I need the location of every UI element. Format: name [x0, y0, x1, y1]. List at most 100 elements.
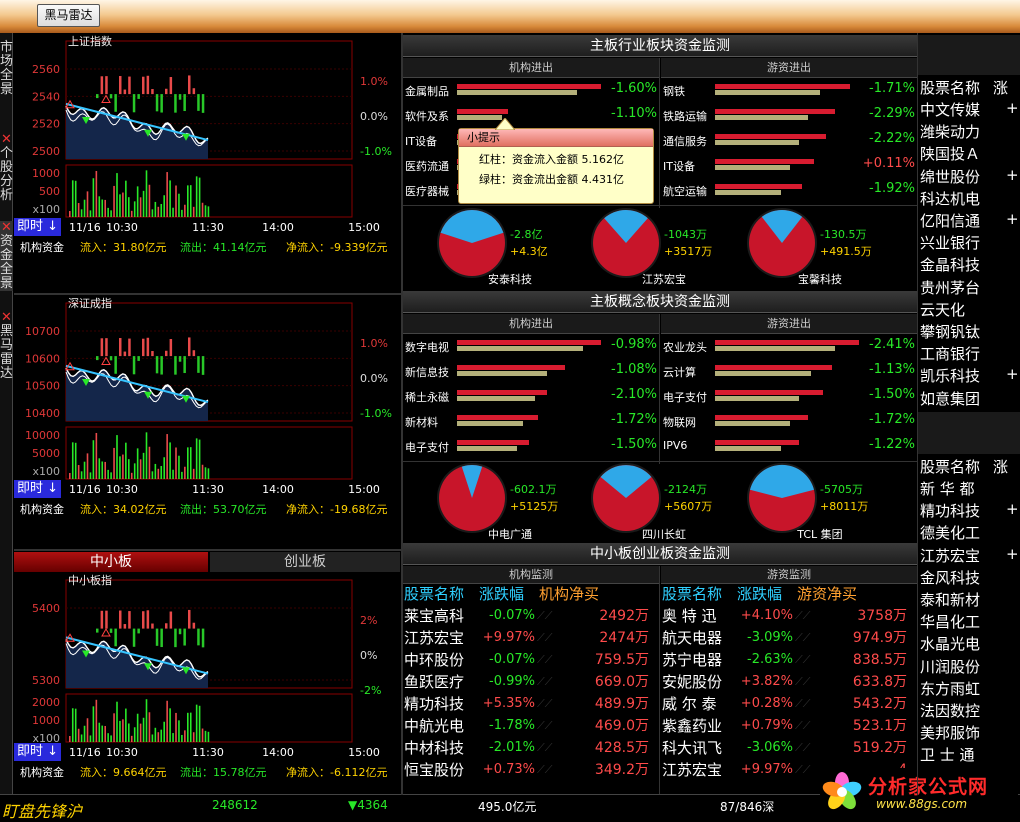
pie-stock-name[interactable]: TCL 集团: [796, 527, 842, 541]
column-header[interactable]: 股票名称: [920, 458, 981, 476]
stock-name[interactable]: 卫 士 通: [920, 746, 975, 765]
stock-name[interactable]: 江苏宏宝: [404, 629, 465, 647]
sector-name[interactable]: 金属制品: [405, 85, 449, 98]
close-icon[interactable]: ✕: [1, 310, 12, 325]
pie-stock-name[interactable]: 四川长虹: [642, 528, 686, 541]
sector-name[interactable]: 电子支付: [663, 391, 707, 404]
pie-stock-name[interactable]: 宝馨科技: [798, 272, 842, 286]
sector-name[interactable]: 数字电视: [405, 341, 449, 354]
column-header[interactable]: 涨跌幅: [479, 585, 525, 603]
close-icon[interactable]: ✕: [1, 220, 12, 235]
stock-name[interactable]: 江苏宏宝: [662, 761, 723, 779]
side-tab-black-horse-radar[interactable]: ✕黑马雷达: [0, 311, 13, 381]
stock-name[interactable]: 江苏宏宝: [920, 546, 981, 565]
stock-name[interactable]: 绵世股份: [920, 167, 981, 186]
stock-change-pct: -0.07%: [489, 608, 535, 623]
stock-name[interactable]: 德美化工: [920, 524, 981, 543]
stock-name[interactable]: 科大讯飞: [662, 739, 723, 757]
stock-name[interactable]: 航天电器: [662, 629, 723, 647]
stock-name[interactable]: 中环股份: [404, 651, 465, 669]
sector-name[interactable]: IT设备: [405, 135, 437, 148]
black-horse-radar-button[interactable]: 黑马雷达: [37, 4, 100, 27]
stock-name[interactable]: 紫鑫药业: [662, 717, 723, 735]
stock-name[interactable]: 贵州茅台: [920, 278, 981, 297]
column-header[interactable]: 股票名称: [920, 79, 981, 97]
sector-name[interactable]: 稀土永磁: [405, 391, 449, 404]
stock-name[interactable]: 法因数控: [920, 702, 981, 720]
stock-name[interactable]: 精功科技: [404, 695, 465, 713]
stock-name[interactable]: 水晶光电: [920, 635, 981, 654]
sector-name[interactable]: 物联网: [663, 416, 696, 429]
volume-bar: [89, 210, 92, 217]
sector-name[interactable]: 农业龙头: [663, 341, 707, 354]
pie-stock-name[interactable]: 中电广通: [488, 528, 532, 541]
sector-name[interactable]: 软件及系: [405, 110, 449, 123]
stock-name[interactable]: 泰和新材: [920, 591, 981, 609]
stock-name[interactable]: 奥 特 迅: [662, 607, 717, 625]
column-header[interactable]: 涨: [993, 458, 1009, 476]
sector-name[interactable]: IPV6: [663, 439, 688, 452]
sector-name[interactable]: 云计算: [663, 366, 696, 379]
stock-name[interactable]: 苏宁电器: [662, 651, 723, 669]
side-tab-stock-analysis[interactable]: ✕个股分析: [0, 133, 13, 203]
sector-flow-bars: [715, 84, 865, 98]
sector-name[interactable]: 通信服务: [663, 135, 707, 148]
stock-name[interactable]: 美邦服饰: [920, 724, 981, 743]
stock-name[interactable]: 川润股份: [920, 657, 981, 676]
stock-name[interactable]: 陕国投Ａ: [920, 145, 981, 164]
realtime-button[interactable]: 即时 ↓: [14, 218, 62, 236]
sector-name[interactable]: 铁路运输: [663, 110, 707, 123]
stock-name[interactable]: 中材科技: [404, 739, 465, 757]
sector-name[interactable]: 航空运输: [663, 185, 707, 198]
stock-name[interactable]: 恒宝股份: [404, 761, 465, 779]
stock-name[interactable]: 云天化: [920, 300, 966, 319]
stock-name[interactable]: 科达机电: [920, 189, 981, 208]
stock-name[interactable]: 兴业银行: [920, 234, 981, 253]
volume-bar: [69, 473, 71, 479]
stock-name[interactable]: 如意集团: [920, 389, 981, 408]
sector-name[interactable]: 新信息技: [405, 366, 449, 379]
tab-sme-board[interactable]: 中小板: [14, 552, 208, 572]
stock-name[interactable]: 鱼跃医疗: [404, 673, 465, 691]
stock-name[interactable]: 金风科技: [920, 568, 981, 587]
column-header[interactable]: 涨跌幅: [737, 585, 783, 603]
stock-name[interactable]: 安妮股份: [662, 673, 723, 691]
stock-name[interactable]: 亿阳信通: [920, 212, 981, 230]
stock-name[interactable]: 精功科技: [920, 502, 981, 521]
side-tab-market-overview[interactable]: 市场全景: [0, 40, 14, 97]
column-header[interactable]: 股票名称: [404, 585, 465, 603]
column-header[interactable]: 股票名称: [662, 585, 723, 603]
stock-name[interactable]: 莱宝高科: [404, 607, 465, 625]
stock-name[interactable]: 工商银行: [920, 345, 981, 364]
sector-name[interactable]: 医药流通: [405, 160, 449, 173]
pie-stock-name[interactable]: 安泰科技: [488, 272, 532, 286]
stock-name[interactable]: 攀钢钒钛: [920, 323, 981, 341]
stock-name[interactable]: 中文传媒: [920, 101, 981, 119]
sector-name[interactable]: 电子支付: [405, 441, 449, 454]
sector-name[interactable]: 新材料: [405, 416, 438, 429]
side-tab-fund-overview[interactable]: ✕资金全景: [0, 221, 13, 291]
tab-chinext-board[interactable]: 创业板: [210, 552, 400, 572]
volume-bar: [181, 734, 183, 742]
sector-name[interactable]: 钢铁: [663, 85, 685, 98]
column-header[interactable]: 机构净买: [539, 585, 600, 603]
sector-name[interactable]: IT设备: [663, 160, 695, 173]
stock-name[interactable]: 华昌化工: [920, 613, 981, 632]
column-header[interactable]: 游资净买: [797, 585, 858, 603]
realtime-button[interactable]: 即时 ↓: [14, 743, 62, 761]
stock-name[interactable]: 凯乐科技: [920, 367, 981, 386]
stock-name[interactable]: 东方雨虹: [920, 679, 981, 698]
sector-change-pct: -1.72%: [869, 412, 915, 427]
stock-name[interactable]: 中航光电: [404, 717, 465, 735]
stock-name[interactable]: 金晶科技: [920, 256, 981, 275]
sector-name[interactable]: 医疗器械: [405, 185, 449, 198]
close-icon[interactable]: ✕: [1, 132, 12, 147]
stock-name[interactable]: 潍柴动力: [920, 123, 981, 142]
stock-name[interactable]: 威 尔 泰: [662, 695, 717, 713]
pie-stock-name[interactable]: 江苏宏宝: [642, 272, 686, 286]
realtime-button[interactable]: 即时 ↓: [14, 480, 62, 498]
volume-bar: [69, 211, 71, 217]
stock-name[interactable]: 新 华 都: [920, 480, 975, 498]
column-header[interactable]: 涨: [993, 79, 1009, 97]
volume-bar: [133, 463, 136, 479]
